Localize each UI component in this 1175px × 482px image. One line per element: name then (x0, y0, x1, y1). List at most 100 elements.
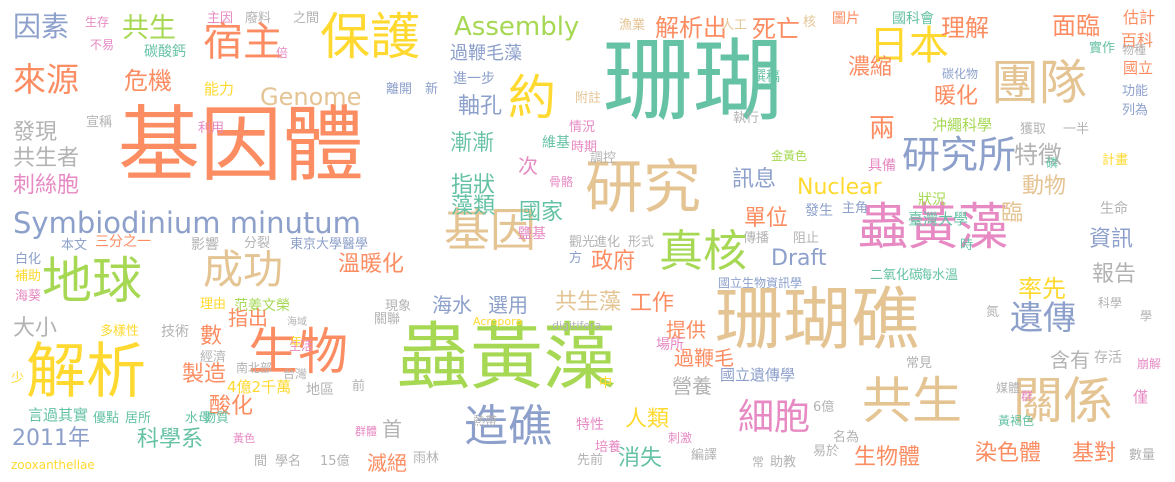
word-175: 特性 (576, 417, 604, 433)
word-191: 易於 (813, 444, 840, 459)
word-107: 方 (569, 251, 583, 266)
word-98: 生命 (1100, 201, 1128, 217)
word-116: 補助 (15, 269, 42, 284)
word-135: 多樣性 (100, 324, 140, 339)
word-54: 國科會 (892, 11, 934, 27)
word-123: 理由 (200, 297, 227, 312)
word-200: 常 (752, 455, 765, 469)
word-128: 指出 (228, 306, 268, 330)
word-97: 臺灣大學 (908, 210, 969, 228)
word-7: 宿主 (203, 19, 283, 65)
word-142: 氮 (986, 305, 1000, 320)
word-197: 雨林 (413, 451, 440, 466)
word-167: 酸化 (209, 394, 254, 419)
word-131: 共生藻 (555, 290, 622, 315)
word-59: 碳化物 (942, 67, 979, 81)
word-118: 政府 (591, 249, 636, 274)
word-198: 先前 (577, 453, 604, 468)
word-165: 群 (1021, 389, 1034, 403)
word-32: Genome (260, 83, 362, 111)
word-24: 因素 (13, 10, 70, 43)
word-92: 單位 (744, 206, 789, 231)
word-1: 基因體 (118, 98, 365, 193)
word-132: 工作 (630, 291, 675, 316)
word-55: 實作 (1089, 41, 1116, 56)
word-81: 訊息 (732, 167, 777, 192)
word-111: 阻止 (793, 231, 820, 246)
word-146: 生活 (289, 339, 314, 353)
word-19: 成功 (203, 247, 283, 293)
word-114: 時 (960, 238, 974, 253)
word-176: 人類 (625, 407, 670, 432)
word-49: 利用 (198, 121, 225, 136)
word-190: 助教 (770, 455, 797, 470)
word-174: 熱帶 (473, 414, 498, 428)
word-126: 大小 (13, 316, 58, 341)
word-137: 海域 (287, 317, 307, 328)
word-27: 發現 (13, 120, 58, 145)
word-182: 群體 (355, 425, 377, 438)
word-50: 漁業 (619, 18, 646, 33)
word-4: 蟲黃藻 (397, 315, 616, 400)
word-184: 刺激 (668, 431, 693, 445)
word-164: 營養 (672, 374, 712, 398)
word-34: 解析出 (655, 14, 727, 42)
word-193: 間 (254, 454, 268, 469)
word-143: 學 (1140, 309, 1153, 323)
word-147: 年 (290, 335, 303, 349)
word-42: 碳酸鈣 (144, 44, 186, 60)
word-90: 藻類 (451, 194, 496, 219)
word-183: 培養 (595, 440, 622, 455)
word-152: 崩解 (1137, 357, 1162, 371)
word-58: 濃縮 (848, 55, 893, 80)
word-104: 東京大學醫學 (290, 237, 369, 252)
word-96: 狀況 (918, 192, 946, 208)
word-151: 存活 (1094, 350, 1122, 366)
word-91: 國家 (519, 200, 564, 225)
word-192: zooxanthellae (11, 458, 95, 472)
word-105: 鹽基 (518, 226, 546, 242)
word-177: 6億 (813, 400, 835, 415)
word-30: Symbiodinium minutum (13, 206, 361, 240)
word-125: 率先 (1018, 275, 1066, 303)
word-133: 國立生物資訊學 (718, 276, 803, 290)
word-188: 基對 (1072, 441, 1117, 466)
word-52: 核 (803, 15, 817, 30)
word-122: 報告 (1092, 262, 1137, 287)
word-12: 生物 (248, 323, 348, 381)
word-66: 獲取 (1020, 122, 1047, 137)
word-36: 理解 (941, 14, 989, 42)
word-119: 溫暖化 (338, 252, 405, 277)
word-53: 圖片 (832, 11, 860, 27)
word-83: 具備 (868, 158, 896, 174)
word-78: 維基 (542, 135, 570, 151)
word-160: 4億2千萬 (227, 378, 292, 396)
word-33: 過鞭毛藻 (450, 43, 522, 64)
word-121: 海水溫 (919, 268, 959, 283)
word-129: 海水 (432, 293, 472, 317)
word-37: 面臨 (1052, 12, 1100, 40)
word-2: 珊瑚 (603, 29, 783, 134)
word-79: 調控 (590, 151, 617, 166)
word-127: 現象 (385, 299, 412, 314)
word-17: 研究所 (902, 133, 1017, 177)
word-138: 關聯 (374, 312, 401, 327)
word-161: 地區 (306, 382, 334, 398)
word-141: 提供 (666, 318, 706, 342)
word-113: Draft (771, 246, 827, 271)
word-73: 附註 (575, 91, 602, 106)
word-62: 列為 (1122, 103, 1149, 118)
word-76: 執行 (733, 111, 760, 126)
word-189: 消失 (618, 446, 663, 471)
word-28: 共生者 (13, 146, 80, 171)
word-31: Assembly (454, 12, 580, 42)
word-195: 15億 (320, 454, 350, 469)
word-56: 物種 (1122, 43, 1147, 57)
word-87: 骨骼 (549, 175, 574, 189)
word-20: 造礁 (464, 401, 552, 452)
word-154: 製造 (182, 362, 227, 387)
word-14: 地球 (42, 252, 142, 310)
word-22: 遺傳 (1010, 298, 1076, 337)
word-148: 場所 (656, 337, 684, 353)
word-94: 主角 (842, 201, 869, 216)
